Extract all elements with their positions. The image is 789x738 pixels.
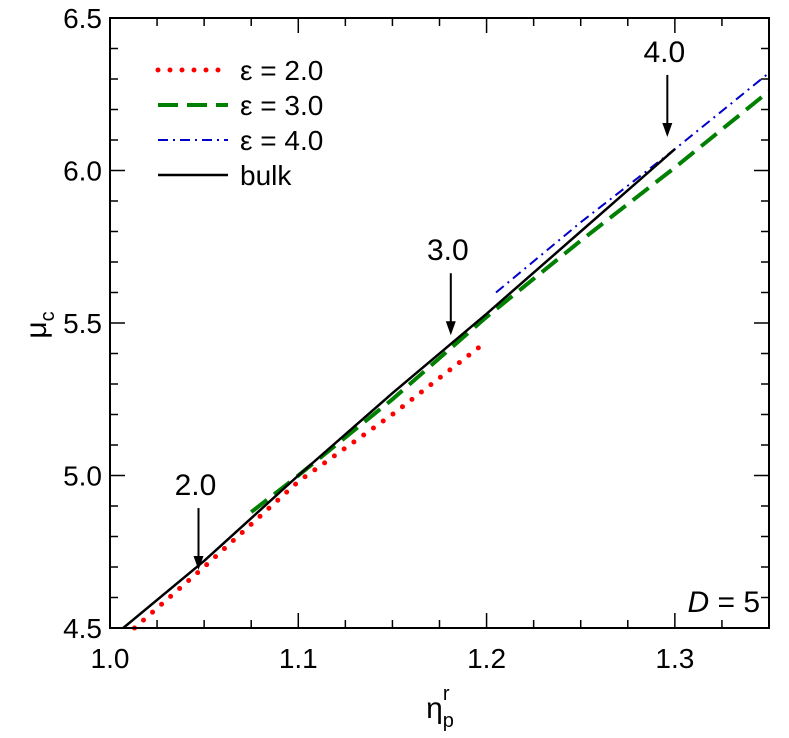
y-axis-label-subscript: c: [37, 311, 59, 321]
x-tick-label: 1.1: [279, 643, 318, 674]
x-axis-label-main: η: [426, 692, 443, 725]
x-tick-label: 1.2: [467, 643, 506, 674]
y-tick-label: 5.5: [63, 308, 102, 339]
x-tick-label: 1.0: [91, 643, 130, 674]
x-axis-label-superscript: r: [443, 683, 450, 705]
panel-label: D = 5: [687, 586, 760, 619]
legend-label-3: bulk: [240, 160, 292, 191]
y-tick-label: 6.0: [63, 156, 102, 187]
x-axis-label-subscript: p: [443, 710, 454, 732]
y-tick-label: 4.5: [63, 613, 102, 644]
legend: ε = 2.0 ε = 3.0 ε = 4.0 bulk: [155, 55, 323, 191]
x-axis-label: ηpr: [426, 683, 454, 732]
annotations: 2.0 3.0 4.0: [175, 36, 685, 571]
axis-ticks: [109, 17, 770, 629]
annotation-label: 4.0: [643, 36, 685, 69]
panel-label-variable: D: [687, 586, 709, 619]
y-tick-label: 5.0: [63, 461, 102, 492]
series-line-0: [132, 341, 486, 631]
y-axis-label-main: μ: [20, 321, 53, 338]
tick-labels: 1.0 1.1 1.2 1.3 4.5 5.0 5.5 6.0 6.5: [63, 3, 694, 674]
legend-label-0: ε = 2.0: [240, 55, 323, 86]
annotation-arrow-head: [662, 122, 673, 137]
plot-series: [122, 72, 771, 631]
y-tick-label: 6.5: [63, 3, 102, 34]
x-tick-label: 1.3: [655, 643, 694, 674]
annotation-arrow-head: [193, 556, 204, 571]
y-axis-label: μc: [20, 311, 59, 338]
annotation-label: 2.0: [175, 469, 217, 502]
legend-label-1: ε = 3.0: [240, 90, 323, 121]
annotation-label: 3.0: [427, 234, 469, 267]
annotation-arrow-head: [445, 321, 456, 336]
series-line-2: [495, 72, 770, 294]
series-line-3: [122, 148, 676, 629]
panel-label-value: = 5: [709, 586, 760, 619]
plot-frame: [109, 17, 770, 629]
legend-label-2: ε = 4.0: [240, 125, 323, 156]
